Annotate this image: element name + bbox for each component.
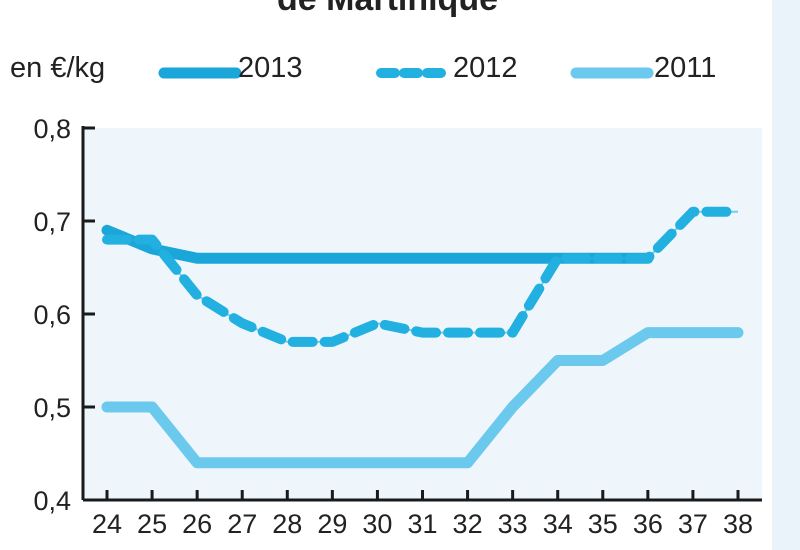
x-tick-label: 35 bbox=[588, 509, 618, 539]
legend-swatch-2013 bbox=[158, 67, 242, 79]
unit-label: en €/kg bbox=[10, 52, 106, 84]
plot-background bbox=[83, 128, 762, 500]
legend-item-2011: 2011 bbox=[570, 52, 730, 92]
x-tick-label: 34 bbox=[543, 509, 573, 539]
x-tick-label: 28 bbox=[272, 509, 302, 539]
series-layer bbox=[101, 206, 744, 469]
y-tick-label: 0,6 bbox=[33, 300, 71, 330]
y-tick-label: 0,5 bbox=[33, 393, 71, 423]
legend-item-2012: 2012 bbox=[375, 52, 535, 92]
legend-swatch-2011 bbox=[570, 67, 654, 79]
legend-label-2012: 2012 bbox=[453, 52, 518, 84]
y-tick-label: 0,7 bbox=[33, 207, 71, 237]
legend-item-2013: 2013 bbox=[158, 52, 318, 92]
x-tick-label: 29 bbox=[317, 509, 347, 539]
legend-label-2013: 2013 bbox=[238, 52, 303, 84]
x-tick-label: 24 bbox=[92, 509, 122, 539]
x-tick-label: 38 bbox=[723, 509, 753, 539]
x-tick-label: 36 bbox=[633, 509, 663, 539]
x-tick-label: 25 bbox=[137, 509, 167, 539]
tick-labels: 0,4 0,5 0,6 0,7 0,8 24 25 26 27 28 29 30 31 32 33 34 35 3… bbox=[33, 114, 753, 539]
x-tick-label: 32 bbox=[453, 509, 483, 539]
right-margin-strip bbox=[772, 0, 800, 550]
x-tick-label: 33 bbox=[498, 509, 528, 539]
y-tick-label: 0,4 bbox=[33, 486, 71, 516]
chart-title: de Martinique bbox=[0, 0, 775, 19]
series-line-2011 bbox=[101, 327, 744, 469]
legend-swatch-2012 bbox=[376, 68, 450, 78]
x-tick-label: 37 bbox=[678, 509, 708, 539]
x-tick-label: 26 bbox=[182, 509, 212, 539]
axes bbox=[81, 126, 762, 502]
x-tick-label: 27 bbox=[227, 509, 257, 539]
x-tick-label: 30 bbox=[362, 509, 392, 539]
legend-label-2011: 2011 bbox=[654, 52, 717, 84]
series-line-2012 bbox=[102, 206, 743, 347]
x-tick-label: 31 bbox=[407, 509, 437, 539]
y-tick-label: 0,8 bbox=[33, 114, 71, 144]
